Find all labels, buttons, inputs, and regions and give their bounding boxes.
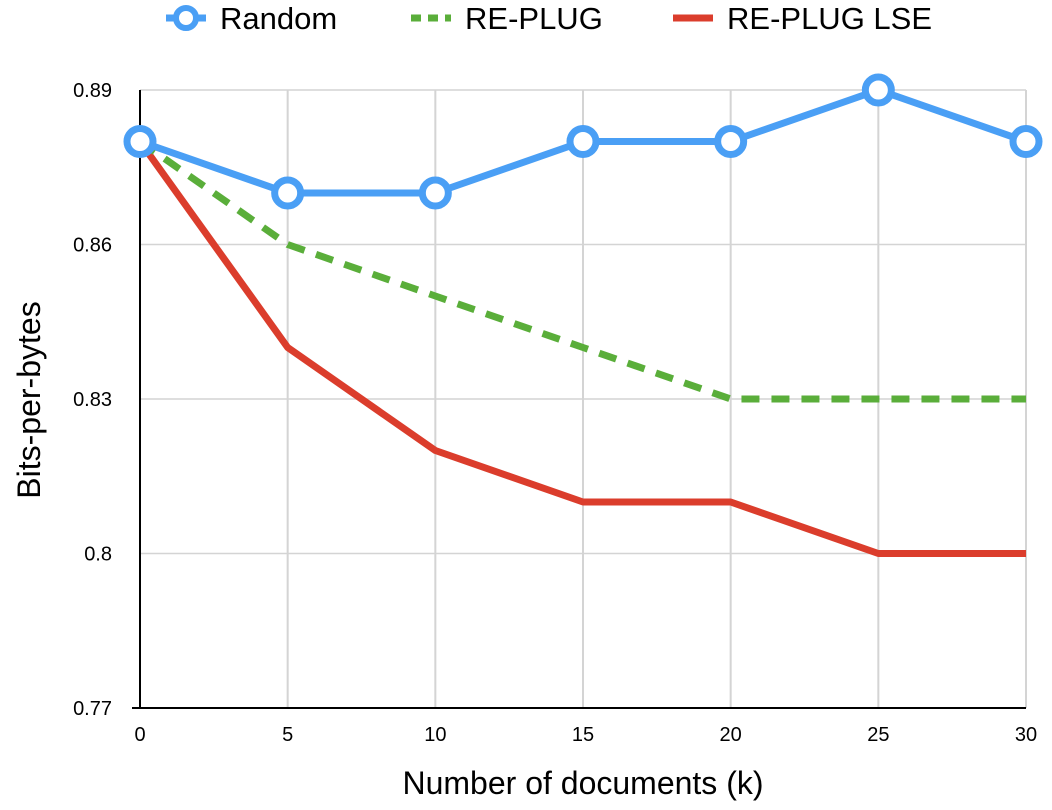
series-line-re-plug (137, 138, 1026, 403)
y-tick-label: 0.89 (73, 80, 112, 102)
data-point-random (271, 176, 305, 210)
y-tick-label: 0.83 (73, 389, 112, 411)
x-tick-labels: 0 5 10 15 20 25 30 (134, 724, 1037, 746)
legend-label: Random (220, 1, 337, 36)
data-point-random (861, 73, 895, 107)
x-tick-label: 10 (424, 724, 446, 746)
y-tick-label: 0.77 (73, 698, 112, 720)
legend: Random RE-PLUG RE-PLUG LSE (166, 1, 932, 36)
data-point-random (1009, 125, 1043, 158)
x-tick-label: 30 (1015, 724, 1037, 746)
x-tick-label: 25 (867, 724, 889, 746)
x-tick-label: 20 (720, 724, 742, 746)
data-point-random (123, 125, 157, 158)
legend-label: RE-PLUG (465, 1, 603, 36)
series-line-re-plug-lse (137, 139, 1026, 557)
y-tick-label: 0.8 (84, 544, 112, 566)
y-tick-label: 0.86 (73, 235, 112, 257)
data-point-random (714, 125, 748, 158)
legend-marker (173, 5, 199, 31)
x-tick-label: 15 (572, 724, 594, 746)
x-tick-label: 0 (134, 724, 145, 746)
y-tick-labels: 0.77 0.8 0.83 0.86 0.89 (73, 80, 112, 720)
series-lines (123, 73, 1043, 557)
axes (132, 90, 1026, 709)
legend-label: RE-PLUG LSE (727, 1, 932, 36)
x-axis-title: Number of documents (k) (402, 765, 763, 801)
data-point-random (418, 176, 452, 210)
x-tick-label: 5 (282, 724, 293, 746)
data-point-random (566, 125, 600, 158)
y-axis-title: Bits-per-bytes (11, 301, 47, 498)
